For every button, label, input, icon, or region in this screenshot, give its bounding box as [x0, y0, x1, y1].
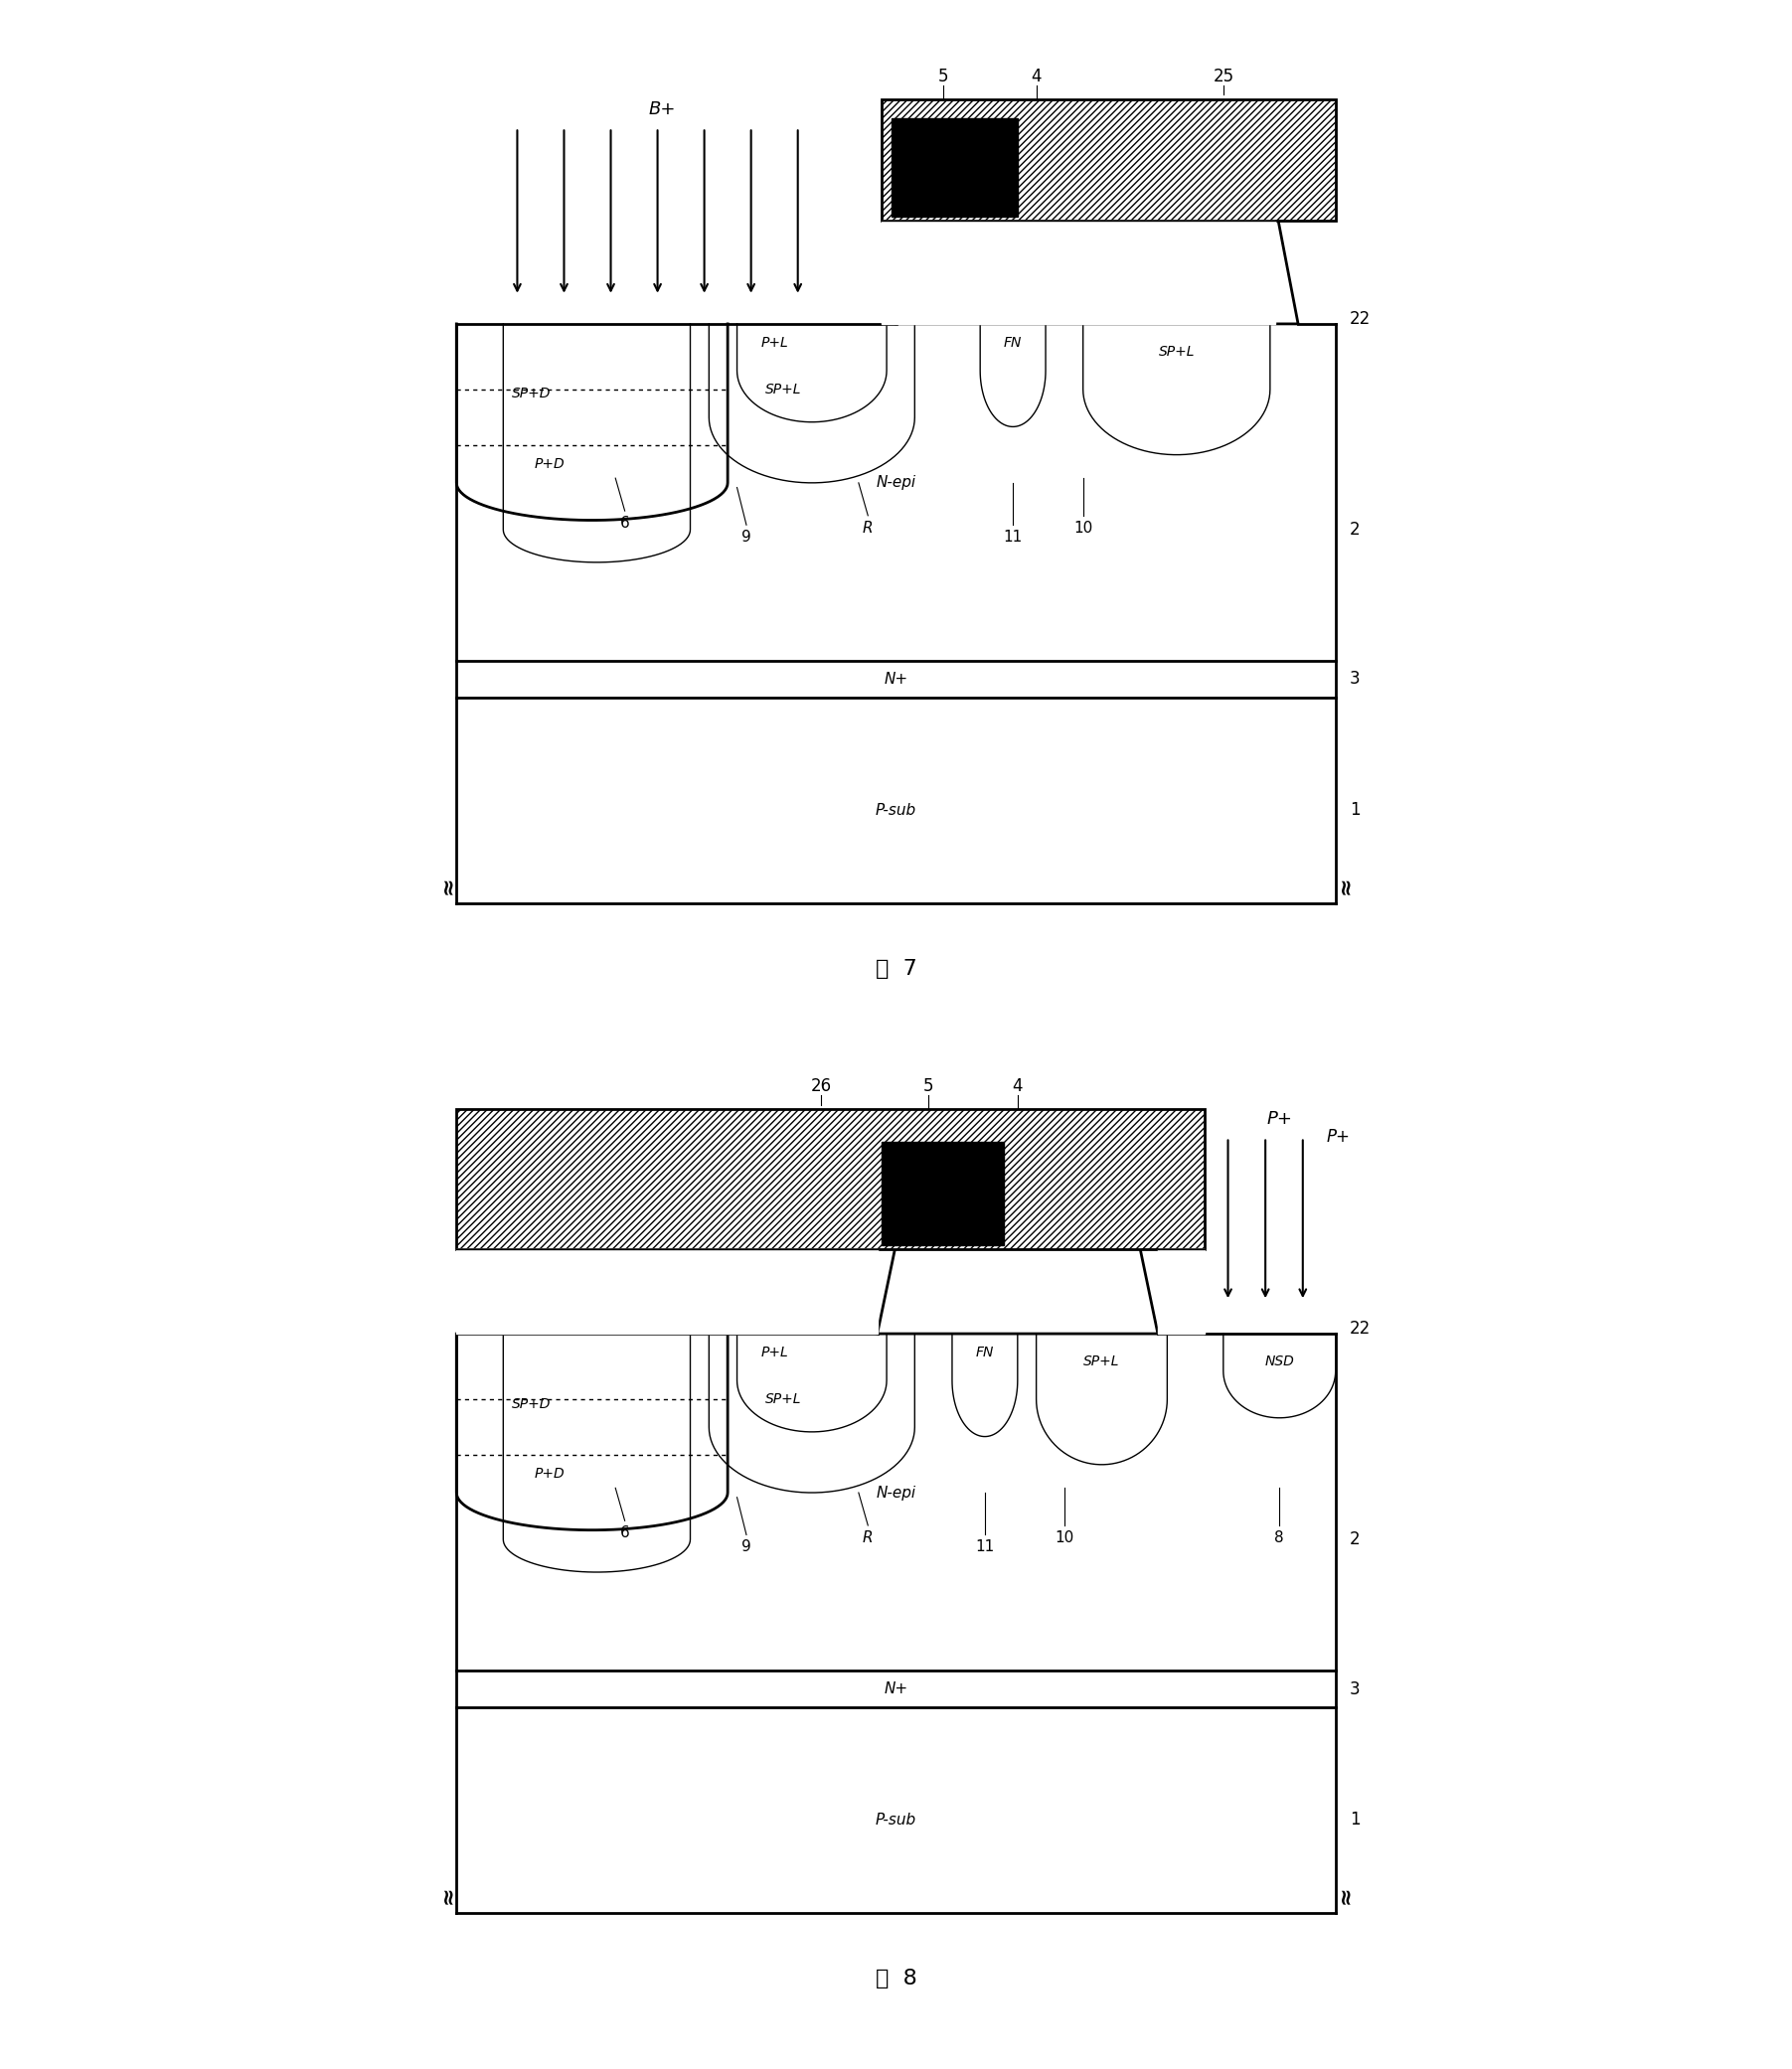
Text: SP+L: SP+L — [1158, 346, 1195, 358]
Text: 26: 26 — [810, 1078, 831, 1095]
Text: LOCOS: LOCOS — [1068, 279, 1116, 294]
Text: P-sub: P-sub — [876, 1812, 916, 1827]
Text: 2: 2 — [1349, 1531, 1360, 1548]
Text: 4: 4 — [1030, 68, 1041, 85]
Text: SP+D: SP+D — [513, 387, 550, 401]
Text: 图  8: 图 8 — [874, 1970, 918, 1988]
Text: B+: B+ — [649, 99, 676, 118]
Text: P+: P+ — [1326, 1128, 1349, 1146]
Text: 5: 5 — [937, 68, 948, 85]
Bar — [882, 1142, 1004, 1246]
Text: 1: 1 — [1349, 801, 1360, 819]
Text: 25: 25 — [1213, 68, 1235, 85]
Text: 图  7: 图 7 — [874, 960, 918, 979]
Text: N+: N+ — [883, 1682, 909, 1697]
Text: 10: 10 — [1073, 519, 1093, 536]
Text: P+L: P+L — [760, 1345, 788, 1359]
Text: R: R — [862, 1531, 873, 1546]
Polygon shape — [896, 203, 1297, 325]
Text: ≈: ≈ — [1335, 1885, 1355, 1903]
Text: 8: 8 — [1274, 1531, 1285, 1546]
Text: 2: 2 — [1349, 521, 1360, 538]
Polygon shape — [457, 1250, 878, 1335]
Text: P+L: P+L — [760, 335, 788, 350]
Text: ≈: ≈ — [437, 1885, 457, 1903]
Polygon shape — [878, 1221, 1158, 1335]
Text: 9: 9 — [742, 1539, 751, 1554]
Text: 10: 10 — [1055, 1531, 1073, 1546]
Text: P-sub: P-sub — [876, 803, 916, 817]
Text: P+D: P+D — [534, 457, 564, 472]
Text: N-epi: N-epi — [876, 1486, 916, 1500]
Text: 6: 6 — [620, 1525, 629, 1539]
Text: 4: 4 — [1012, 1078, 1023, 1095]
Text: SP+D: SP+D — [513, 1397, 550, 1411]
Polygon shape — [882, 221, 1274, 325]
Text: 11: 11 — [1004, 530, 1023, 544]
Text: FN: FN — [975, 1345, 995, 1359]
Text: 6: 6 — [620, 515, 629, 530]
Text: 5: 5 — [923, 1078, 934, 1095]
Text: 3: 3 — [1349, 1680, 1360, 1699]
Text: P+: P+ — [1267, 1111, 1292, 1128]
Text: N-epi: N-epi — [876, 476, 916, 490]
Text: FN: FN — [1004, 335, 1021, 350]
Text: LOCOS: LOCOS — [980, 1293, 1027, 1308]
Text: SP+L: SP+L — [765, 383, 801, 397]
Text: ≈: ≈ — [1335, 875, 1355, 894]
Text: N+: N+ — [883, 672, 909, 687]
Bar — [882, 99, 1335, 221]
Text: 1: 1 — [1349, 1810, 1360, 1829]
Polygon shape — [1158, 1250, 1204, 1335]
Bar — [891, 118, 1018, 217]
Text: 3: 3 — [1349, 670, 1360, 689]
Text: NSD: NSD — [1265, 1355, 1294, 1370]
Text: 22: 22 — [1349, 1320, 1371, 1339]
Text: 11: 11 — [975, 1539, 995, 1554]
Text: SP+L: SP+L — [765, 1392, 801, 1407]
Text: P+D: P+D — [534, 1467, 564, 1481]
Text: ≈: ≈ — [437, 875, 457, 894]
Text: 22: 22 — [1349, 310, 1371, 329]
Text: 9: 9 — [742, 530, 751, 544]
Bar — [457, 1109, 1204, 1250]
Text: R: R — [862, 519, 873, 536]
Text: SP+L: SP+L — [1084, 1355, 1120, 1370]
